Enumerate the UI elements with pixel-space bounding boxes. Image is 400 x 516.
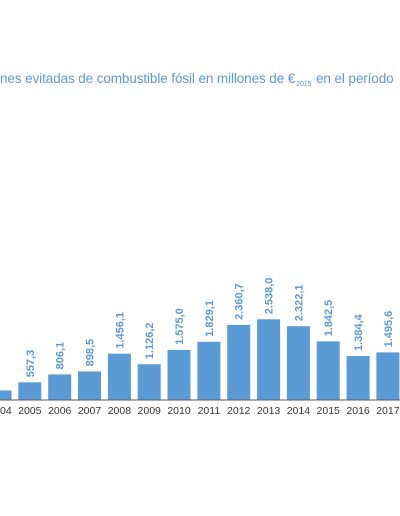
bar-2012 [227, 324, 251, 400]
bar-2014 [286, 326, 310, 400]
x-tick-labels-layer: 04 2005 2006 2007 2008 2009 2010 2011 2012 2013 20… [0, 405, 400, 417]
x-tick-label-2012: 2012 [227, 405, 251, 417]
x-tick-label-2014: 2014 [287, 405, 311, 417]
chart-title: nes evitadas de combustible fósil en mil… [0, 71, 400, 88]
value-label-2013: 2.538,0 [264, 278, 276, 315]
x-tick-label-2016: 2016 [346, 405, 370, 417]
value-labels-layer: 557,3 806,1 898,5 1.456,1 1.126,2 1.575,0 1.82… [25, 278, 395, 378]
value-label-2012: 2.360,7 [234, 283, 246, 320]
chart-title-prefix: nes evitadas de combustible fósil en mil… [0, 71, 296, 86]
bar-2005 [18, 382, 42, 400]
x-tick-label-2006: 2006 [48, 405, 72, 417]
bar-2017 [376, 352, 400, 400]
bar-2015 [316, 341, 340, 400]
x-tick-label-2010: 2010 [167, 405, 191, 417]
bar-2007 [78, 371, 101, 400]
x-tick-label-2008: 2008 [108, 405, 132, 417]
value-label-2008: 1.456,1 [114, 312, 126, 349]
chart-title-subscript: 2015 [296, 81, 312, 88]
chart-title-suffix: en el período [312, 71, 394, 86]
value-label-2014: 2.322,1 [293, 284, 305, 321]
x-tick-label-2017: 2017 [376, 405, 400, 417]
value-label-2007: 898,5 [85, 339, 97, 367]
x-tick-label-2013: 2013 [257, 405, 281, 417]
value-label-2015: 1.842,5 [323, 300, 335, 337]
x-tick-label-2009: 2009 [138, 405, 162, 417]
bars-layer [0, 319, 400, 400]
value-label-2016: 1.384,4 [353, 313, 365, 351]
x-tick-label-2011: 2011 [198, 405, 221, 417]
x-tick-label-2007: 2007 [78, 405, 102, 417]
x-tick-label-2004: 04 [0, 405, 12, 417]
value-label-2005: 557,3 [25, 350, 37, 378]
bar-2010 [167, 349, 191, 400]
value-label-2017: 1.495,6 [383, 311, 395, 348]
value-label-2010: 1.575,0 [174, 308, 186, 345]
bar-2006 [48, 374, 72, 400]
value-label-2006: 806,1 [55, 342, 67, 370]
bar-2004 [0, 390, 12, 400]
value-label-2011: 1.829,1 [204, 300, 216, 337]
bar-2011 [197, 341, 221, 400]
bar-2009 [137, 364, 161, 400]
x-tick-label-2005: 2005 [18, 405, 42, 417]
bar-2008 [107, 353, 131, 400]
value-label-2009: 1.126,2 [144, 322, 156, 359]
bar-2013 [257, 319, 281, 400]
x-tick-label-2015: 2015 [317, 405, 341, 417]
bar-2016 [346, 356, 370, 400]
